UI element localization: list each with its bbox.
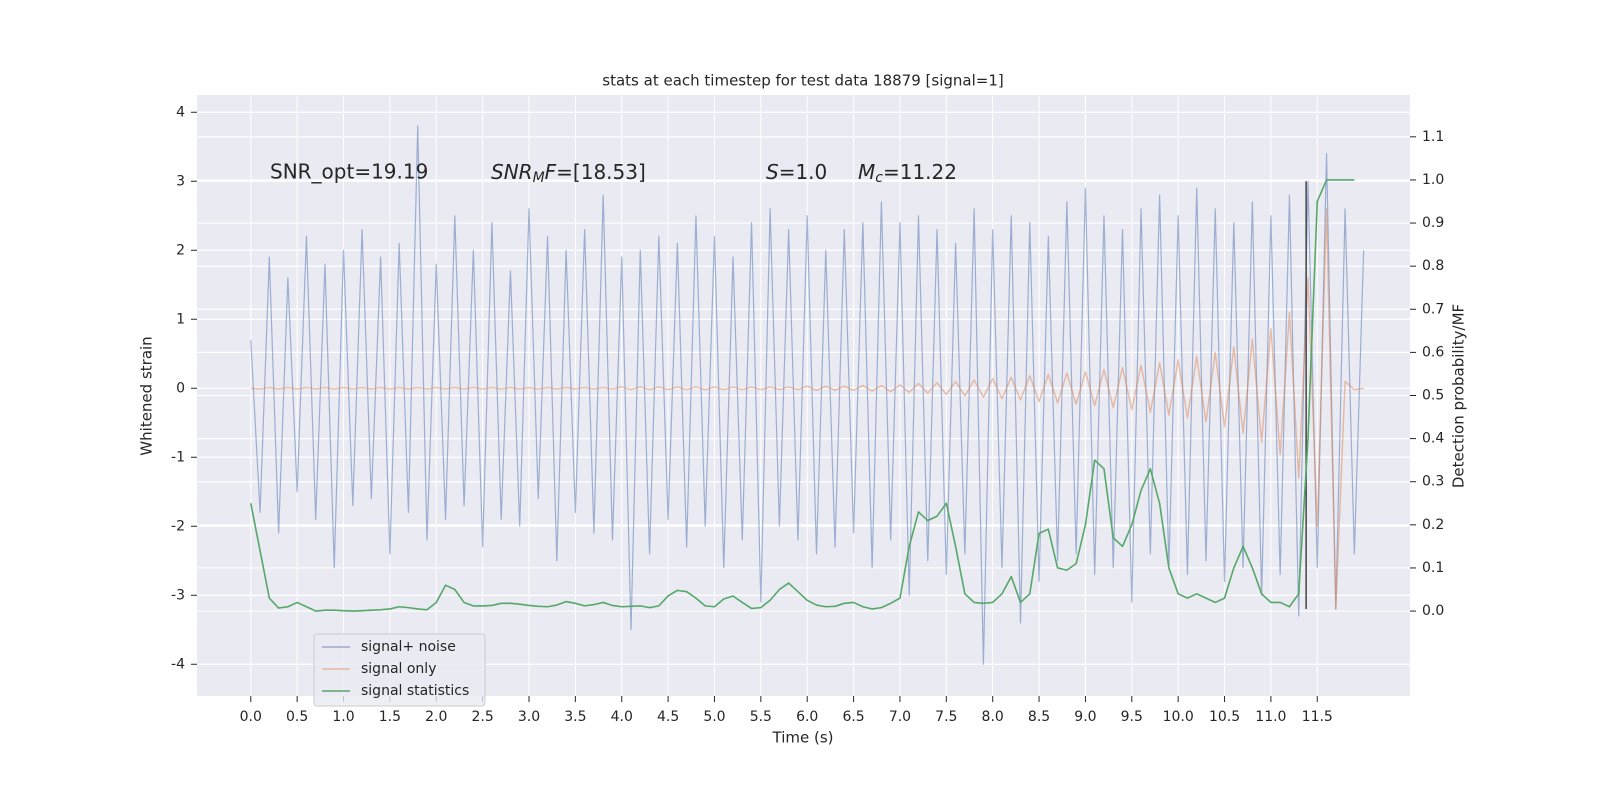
x-tick-label: 10.0 — [1163, 709, 1194, 725]
x-tick-label: 2.5 — [471, 709, 493, 725]
y2-tick-label: 0.0 — [1422, 603, 1444, 619]
x-tick-label: 7.5 — [935, 709, 957, 725]
y-tick-label: -2 — [171, 518, 185, 534]
legend-box — [313, 633, 486, 707]
x-tick-label: 11.5 — [1302, 709, 1333, 725]
legend-label: signal only — [361, 661, 436, 677]
annotation-part: =[18.53] — [556, 160, 646, 184]
annotation-part: M — [858, 160, 875, 184]
x-tick-label: 0.0 — [240, 709, 262, 725]
y2-tick-label: 1.0 — [1422, 172, 1444, 188]
series-line — [250, 179, 1355, 612]
legend-label: signal+ noise — [361, 639, 456, 655]
y2-tick-label: 0.1 — [1422, 560, 1444, 576]
x-tick-label: 4.5 — [657, 709, 679, 725]
legend-label: signal statistics — [361, 683, 469, 699]
x-tick-label: 8.0 — [982, 709, 1004, 725]
x-tick-label: 6.0 — [796, 709, 818, 725]
x-tick-label: 0.5 — [286, 709, 308, 725]
x-tick-label: 7.0 — [889, 709, 911, 725]
y2-tick-label: 0.7 — [1422, 301, 1444, 317]
annotation: S=1.0 — [766, 160, 827, 184]
x-tick-label: 2.0 — [425, 709, 447, 725]
y-tick-label: -1 — [171, 449, 185, 465]
y-tick-label: 2 — [176, 242, 185, 258]
y2-tick-label: 0.8 — [1422, 258, 1444, 274]
x-tick-label: 10.5 — [1209, 709, 1240, 725]
x-tick-label: 9.0 — [1074, 709, 1096, 725]
annotation-part: F — [545, 160, 557, 184]
y2-tick-label: 0.6 — [1422, 344, 1444, 360]
y-tick-label: 1 — [176, 311, 185, 327]
y2-tick-label: 0.5 — [1422, 388, 1444, 404]
x-tick-label: 9.5 — [1121, 709, 1143, 725]
y-tick-label: 3 — [176, 173, 185, 189]
annotation-part: S — [766, 160, 779, 184]
annotation-sub: c — [875, 170, 883, 186]
y-tick-label: -3 — [171, 587, 185, 603]
annotation: SNR_opt=19.19 — [270, 160, 428, 184]
y-axis-label: Whitened strain — [138, 336, 156, 455]
x-tick-label: 1.0 — [332, 709, 354, 725]
y-tick-label: -4 — [171, 656, 185, 672]
y2-axis-label: Detection probability/MF — [1450, 304, 1468, 488]
annotation: SNRMF=[18.53] — [491, 160, 646, 187]
series-line — [250, 125, 1365, 665]
grid: 0.0 0.5 1.0 1.5 2.0 2.5 3.0 3.5 4.0 4.5 5.0 5.5 6.0 6… — [171, 95, 1444, 725]
y2-tick-label: 0.4 — [1422, 431, 1444, 447]
x-tick-label: 11.0 — [1255, 709, 1286, 725]
x-tick-label: 5.5 — [750, 709, 772, 725]
y2-tick-label: 0.2 — [1422, 517, 1444, 533]
y2-tick-label: 1.1 — [1422, 129, 1444, 145]
y-tick-label: 0 — [176, 380, 185, 396]
series-line — [250, 208, 1364, 610]
legend: signal+ noise signal only signal statistic… — [313, 633, 486, 707]
annotation-sub: M — [533, 170, 545, 186]
x-tick-label: 4.0 — [611, 709, 633, 725]
x-tick-label: 5.0 — [703, 709, 725, 725]
x-tick-label: 3.0 — [518, 709, 540, 725]
chart-title: stats at each timestep for test data 188… — [602, 72, 1003, 90]
x-axis-label: Time (s) — [772, 729, 834, 747]
marks — [250, 125, 1365, 665]
x-tick-label: 6.5 — [842, 709, 864, 725]
x-tick-label: 8.5 — [1028, 709, 1050, 725]
annotation-part: =11.22 — [883, 160, 957, 184]
y-tick-label: 4 — [176, 104, 185, 120]
x-tick-label: 1.5 — [379, 709, 401, 725]
y2-tick-label: 0.3 — [1422, 474, 1444, 490]
annotation-part: =1.0 — [779, 160, 828, 184]
annotation-part: SNR — [491, 160, 533, 184]
y2-tick-label: 0.9 — [1422, 215, 1444, 231]
annotation: Mc=11.22 — [858, 160, 957, 187]
x-tick-label: 3.5 — [564, 709, 586, 725]
